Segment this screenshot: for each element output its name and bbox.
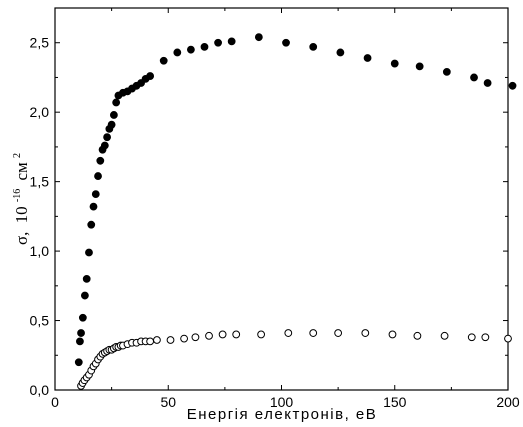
filled-data-point: [200, 42, 209, 51]
filled-data-point: [363, 54, 372, 62]
x-tick-label: 200: [496, 394, 520, 410]
filled-data-point: [214, 38, 222, 47]
filled-data-point: [96, 156, 105, 165]
axis-ticks: [54, 7, 509, 391]
filled-data-point: [483, 79, 492, 87]
filled-data-point: [82, 274, 91, 283]
filled-data-point: [94, 172, 102, 180]
filled-data-point: [390, 59, 399, 68]
y-tick-label: 0,5: [30, 313, 50, 329]
y-tick-label: 2,5: [30, 35, 50, 51]
filled-data-point: [74, 358, 83, 367]
filled-data-point: [336, 48, 345, 57]
open-data-point: [218, 330, 227, 339]
filled-data-point: [508, 81, 517, 90]
filled-data-point: [159, 56, 168, 65]
open-data-point: [361, 329, 370, 337]
y-tick-label: 0,0: [30, 382, 50, 398]
filled-data-point: [77, 329, 85, 337]
filled-data-point: [187, 45, 195, 54]
x-axis-title: Енергія електронів, еВ: [187, 406, 378, 423]
open-data-point: [481, 333, 490, 342]
open-data-point: [467, 333, 476, 342]
open-data-point: [284, 329, 293, 337]
y-tick-label: 1,5: [30, 174, 50, 190]
data-series: [74, 33, 517, 390]
y-tick-label: 2,0: [30, 104, 50, 120]
x-tick-label: 150: [383, 394, 407, 410]
filled-data-point: [91, 190, 100, 199]
open-data-point: [180, 334, 189, 343]
open-data-point: [257, 330, 266, 339]
filled-data-point: [100, 141, 109, 150]
filled-data-point: [254, 33, 263, 42]
y-axis-title-base: 10: [12, 206, 31, 223]
open-data-point: [440, 331, 449, 340]
open-data-point: [232, 330, 241, 339]
open-data-point: [153, 336, 161, 344]
filled-data-point: [415, 62, 424, 71]
filled-data-point: [107, 120, 116, 129]
filled-data-point: [442, 67, 451, 76]
y-axis-title-exponent: -16: [12, 189, 23, 202]
y-tick-label: 1,0: [30, 243, 50, 259]
series-1: [74, 33, 517, 367]
filled-data-point: [80, 291, 89, 300]
plot-area-frame: [54, 7, 509, 391]
y-axis-title: σ, 10 -16 см 2: [5, 153, 31, 245]
filled-data-point: [76, 337, 84, 346]
open-data-point: [504, 334, 512, 343]
x-tick-label: 100: [270, 394, 294, 410]
filled-data-point: [173, 48, 182, 57]
x-tick-label: 0: [51, 394, 59, 410]
filled-data-point: [282, 38, 290, 47]
y-axis-title-unit: см: [12, 162, 31, 181]
open-data-point: [205, 331, 213, 340]
y-axis-title-unit-exponent: 2: [12, 153, 23, 158]
filled-data-point: [87, 220, 96, 229]
filled-data-point: [470, 73, 478, 82]
open-data-point: [146, 337, 155, 346]
open-data-point: [388, 330, 397, 339]
x-tick-label: 50: [160, 394, 176, 410]
open-data-point: [309, 329, 318, 337]
open-data-point: [413, 331, 422, 340]
open-data-point: [334, 329, 343, 337]
filled-data-point: [78, 313, 87, 322]
filled-data-point: [146, 72, 155, 80]
open-data-point: [166, 336, 175, 344]
filled-data-point: [103, 133, 111, 142]
filled-data-point: [89, 202, 98, 211]
filled-data-point: [227, 37, 236, 46]
filled-data-point: [309, 42, 318, 51]
filled-data-point: [85, 248, 93, 257]
axis-tick-labels: 0 50 100 150 200 0,0 0,5 1,0 1,5 2,0 2,5: [30, 35, 520, 410]
filled-data-point: [112, 98, 121, 107]
filled-data-point: [109, 111, 118, 119]
series-2: [77, 329, 512, 390]
y-axis-title-symbol: σ,: [12, 232, 31, 245]
open-data-point: [191, 333, 200, 342]
